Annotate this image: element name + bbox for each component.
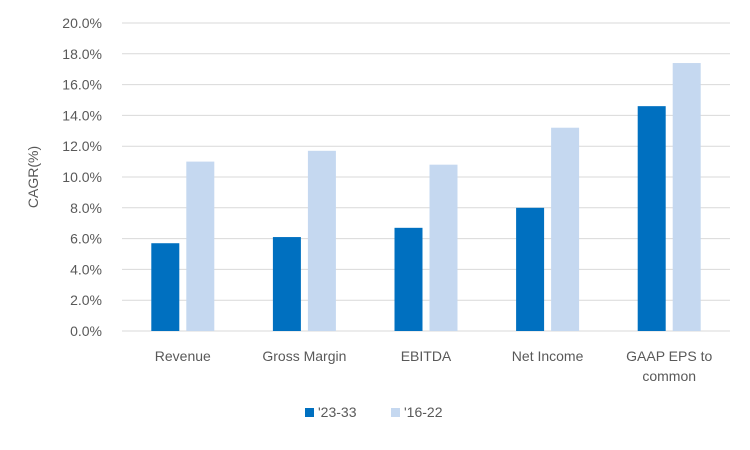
bar-series1-gross-margin — [272, 237, 301, 331]
legend-label-0: '23-33 — [318, 404, 357, 420]
gridlines — [122, 22, 730, 332]
legend-swatch-0 — [305, 408, 314, 417]
bar-series1-gaap-eps-to-common — [637, 106, 666, 331]
y-tick-label-9: 18.0% — [62, 46, 102, 62]
bar-series1-net-income — [516, 207, 545, 331]
bar-series2-ebitda — [429, 164, 458, 331]
x-axis-ticks: Revenue Gross Margin EBITDA Net Income GAAP … — [155, 348, 713, 384]
bar-series1-revenue — [151, 243, 180, 331]
y-tick-label-4: 8.0% — [70, 200, 102, 216]
legend: '23-33 '16-22 — [305, 404, 443, 420]
x-tick-label-2: EBITDA — [401, 348, 452, 364]
bar-series2-gaap-eps-to-common — [672, 63, 701, 331]
legend-swatch-1 — [391, 408, 400, 417]
bar-series2-net-income — [551, 127, 580, 331]
legend-label-1: '16-22 — [404, 404, 443, 420]
y-tick-label-3: 6.0% — [70, 231, 102, 247]
y-tick-label-1: 2.0% — [70, 292, 102, 308]
y-tick-label-2: 4.0% — [70, 261, 102, 277]
x-tick-label-1: Gross Margin — [262, 348, 346, 364]
y-tick-label-5: 10.0% — [62, 169, 102, 185]
y-axis-title: CAGR(%) — [25, 146, 41, 208]
x-tick-label-0: Revenue — [155, 348, 211, 364]
bar-series2-gross-margin — [307, 150, 336, 331]
bar-series1-ebitda — [394, 227, 423, 331]
y-tick-label-8: 16.0% — [62, 77, 102, 93]
bars — [151, 63, 701, 331]
y-tick-label-0: 0.0% — [70, 323, 102, 339]
y-tick-label-6: 12.0% — [62, 138, 102, 154]
bar-series2-revenue — [186, 161, 215, 331]
y-tick-label-10: 20.0% — [62, 15, 102, 31]
y-axis-ticks: 0.0% 2.0% 4.0% 6.0% 8.0% 10.0% 12.0% 14.0% 16.0%… — [62, 15, 102, 339]
x-tick-label-4: GAAP EPS to common — [626, 348, 712, 384]
y-tick-label-7: 14.0% — [62, 107, 102, 123]
x-tick-label-3: Net Income — [512, 348, 584, 364]
